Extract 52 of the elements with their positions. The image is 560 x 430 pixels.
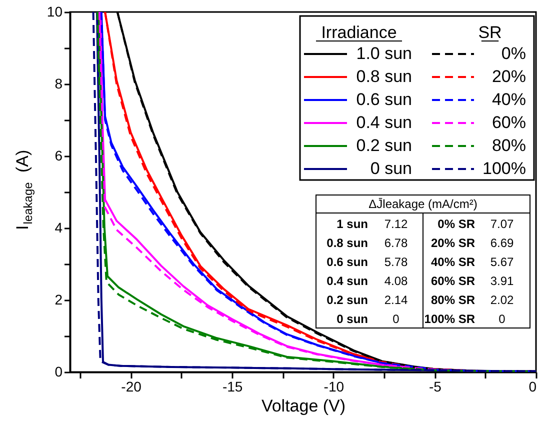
legend-label: 0 sun <box>370 159 412 178</box>
legend-label: 0% <box>501 44 526 63</box>
annotation: 80% SR <box>430 293 476 307</box>
x-tick-label: -20 <box>121 378 142 394</box>
legend-label: 80% <box>492 136 526 155</box>
x-axis-title: Voltage (V) <box>261 396 346 416</box>
annotation: SR <box>478 23 502 42</box>
y-tick-label: 2 <box>54 292 63 308</box>
annotation: 100% SR <box>424 312 476 326</box>
annotation: 0% SR <box>438 217 476 231</box>
annotation: 0 sun <box>336 312 368 326</box>
annotation: 7.12 <box>384 217 408 231</box>
legend-label: 0.4 sun <box>356 113 412 132</box>
annotation: 60% SR <box>430 274 476 288</box>
legend-label: 20% <box>492 67 526 86</box>
annotation: 0.2 sun <box>326 293 368 307</box>
annotation: 0 <box>498 312 506 326</box>
y-tick-label: 4 <box>54 220 63 236</box>
annotation: 0.6 sun <box>326 255 368 269</box>
x-tick-label: -10 <box>324 378 344 394</box>
annotation: 40% SR <box>430 255 476 269</box>
annotation: 1 sun <box>336 217 368 231</box>
annotation: 0.8 sun <box>326 236 368 250</box>
annotation: 0.4 sun <box>326 274 368 288</box>
y-tick-label: 8 <box>54 76 63 92</box>
annotation: 4.08 <box>384 274 408 288</box>
annotation: 5.78 <box>384 255 408 269</box>
x-tick-label: -5 <box>428 378 442 394</box>
legend-label: 60% <box>492 113 526 132</box>
y-tick-label: 6 <box>54 148 63 164</box>
legend-label: 0.6 sun <box>356 90 412 109</box>
annotation: ΔJ̄leakage (mA/cm²) <box>368 197 478 211</box>
annotation: 6.78 <box>384 236 408 250</box>
y-axis-title: Ileakage (A) <box>13 150 35 230</box>
annotation: 0 <box>392 312 400 326</box>
annotation: 20% SR <box>430 236 476 250</box>
legend-title: Irradiance <box>321 23 397 42</box>
x-tick-label: 0 <box>528 378 537 394</box>
annotation: 7.07 <box>490 217 514 231</box>
y-tick-label: 10 <box>46 4 63 20</box>
annotation: 6.69 <box>490 236 514 250</box>
annotation: 2.02 <box>490 293 514 307</box>
annotation: 3.91 <box>490 274 514 288</box>
legend-label: 0.2 sun <box>356 136 412 155</box>
y-tick-label: 0 <box>54 364 63 380</box>
legend-label: 0.8 sun <box>356 67 412 86</box>
legend-label: 1.0 sun <box>356 44 412 63</box>
legend-label: 40% <box>492 90 526 109</box>
annotation: 2.14 <box>384 293 408 307</box>
x-tick-label: -15 <box>222 378 243 394</box>
annotation: 5.67 <box>490 255 514 269</box>
legend-label: 100% <box>482 159 526 178</box>
